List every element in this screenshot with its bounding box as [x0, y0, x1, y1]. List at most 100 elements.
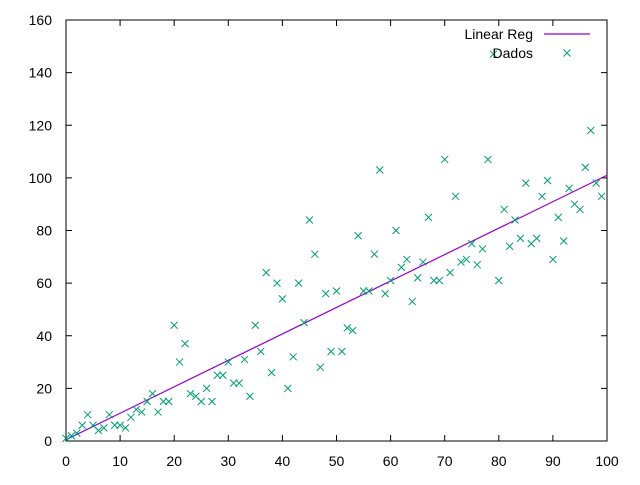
- x-tick-label: 90: [545, 453, 561, 469]
- data-point: [581, 163, 590, 172]
- data-point: [386, 276, 395, 285]
- data-point: [440, 155, 449, 164]
- data-point: [576, 205, 584, 214]
- data-point: [419, 258, 427, 266]
- data-point: [289, 352, 298, 361]
- data-point: [181, 339, 189, 348]
- regression-line: [65, 174, 608, 441]
- data-point: [435, 276, 444, 285]
- data-point: [484, 155, 492, 164]
- data-point: [121, 423, 130, 432]
- data-point: [467, 239, 476, 248]
- data-point: [397, 263, 406, 272]
- data-point: [424, 213, 433, 222]
- data-point: [267, 368, 276, 377]
- data-point: [321, 289, 330, 298]
- data-point: [170, 321, 179, 330]
- data-point: [137, 408, 146, 416]
- plot-layer: [62, 50, 608, 443]
- data-point: [354, 231, 362, 240]
- data-point: [235, 379, 243, 387]
- legend-entry-label: Dados: [493, 45, 533, 61]
- x-tick-label: 70: [437, 453, 453, 469]
- data-point: [305, 216, 314, 224]
- y-tick-label: 40: [36, 328, 52, 344]
- data-point: [67, 431, 76, 440]
- data-point: [338, 347, 346, 356]
- legend-marker-sample: [563, 49, 571, 57]
- data-point: [256, 347, 265, 356]
- data-point: [213, 371, 222, 380]
- data-point: [375, 166, 384, 174]
- data-point: [451, 192, 460, 201]
- y-tick-label: 60: [36, 275, 52, 291]
- data-point: [110, 421, 119, 430]
- data-point: [494, 276, 503, 285]
- data-point: [251, 321, 260, 330]
- data-point: [105, 410, 114, 419]
- legend: Linear Reg Dados: [465, 26, 590, 61]
- x-tick-label: 80: [491, 453, 507, 469]
- data-point: [489, 50, 498, 59]
- data-point: [359, 287, 368, 295]
- data-point: [246, 392, 254, 401]
- legend-entry-label: Linear Reg: [465, 26, 534, 42]
- data-point: [148, 389, 157, 398]
- data-point: [127, 413, 135, 422]
- x-tick-label: 20: [166, 453, 182, 469]
- data-point: [224, 358, 233, 366]
- data-point: [478, 245, 487, 253]
- data-point: [197, 397, 206, 406]
- data-point: [457, 258, 465, 266]
- data-point: [549, 255, 557, 264]
- x-tick-label: 10: [112, 453, 128, 469]
- data-point: [473, 260, 482, 269]
- data-point: [381, 289, 390, 298]
- data-point: [500, 205, 509, 214]
- data-point: [348, 326, 357, 335]
- data-point: [592, 179, 601, 187]
- data-point: [294, 279, 303, 287]
- x-tick-label: 100: [595, 453, 619, 469]
- y-tick-label: 140: [29, 65, 53, 81]
- data-point: [94, 426, 103, 435]
- data-point: [316, 363, 325, 372]
- data-point: [332, 287, 341, 295]
- data-point: [62, 434, 70, 443]
- data-point: [370, 250, 379, 259]
- data-point: [565, 184, 573, 193]
- data-point: [143, 397, 152, 406]
- data-point: [175, 358, 184, 366]
- y-tick-label: 120: [29, 117, 53, 133]
- data-point: [511, 216, 519, 224]
- data-point: [283, 384, 292, 393]
- data-point: [505, 242, 514, 251]
- data-point: [327, 347, 335, 356]
- data-point: [365, 287, 373, 295]
- data-point: [132, 405, 141, 414]
- data-point: [100, 423, 108, 432]
- data-point: [430, 276, 438, 285]
- data-point: [159, 397, 168, 406]
- data-point: [164, 397, 173, 406]
- data-point: [402, 255, 411, 264]
- data-point: [543, 176, 552, 185]
- data-point: [262, 268, 271, 277]
- x-tick-label: 0: [62, 453, 70, 469]
- data-point: [516, 234, 525, 243]
- data-point: [343, 324, 352, 332]
- data-point: [554, 213, 563, 222]
- y-tick-label: 20: [36, 380, 52, 396]
- y-tick-label: 100: [29, 170, 53, 186]
- plot-border: [65, 19, 608, 442]
- data-point: [278, 295, 287, 303]
- data-point: [202, 384, 211, 393]
- data-point: [300, 318, 308, 327]
- data-point: [586, 126, 595, 135]
- data-point: [78, 421, 87, 430]
- data-point: [72, 429, 81, 437]
- x-tick-label: 50: [329, 453, 345, 469]
- data-point: [559, 237, 568, 245]
- data-point: [219, 371, 227, 380]
